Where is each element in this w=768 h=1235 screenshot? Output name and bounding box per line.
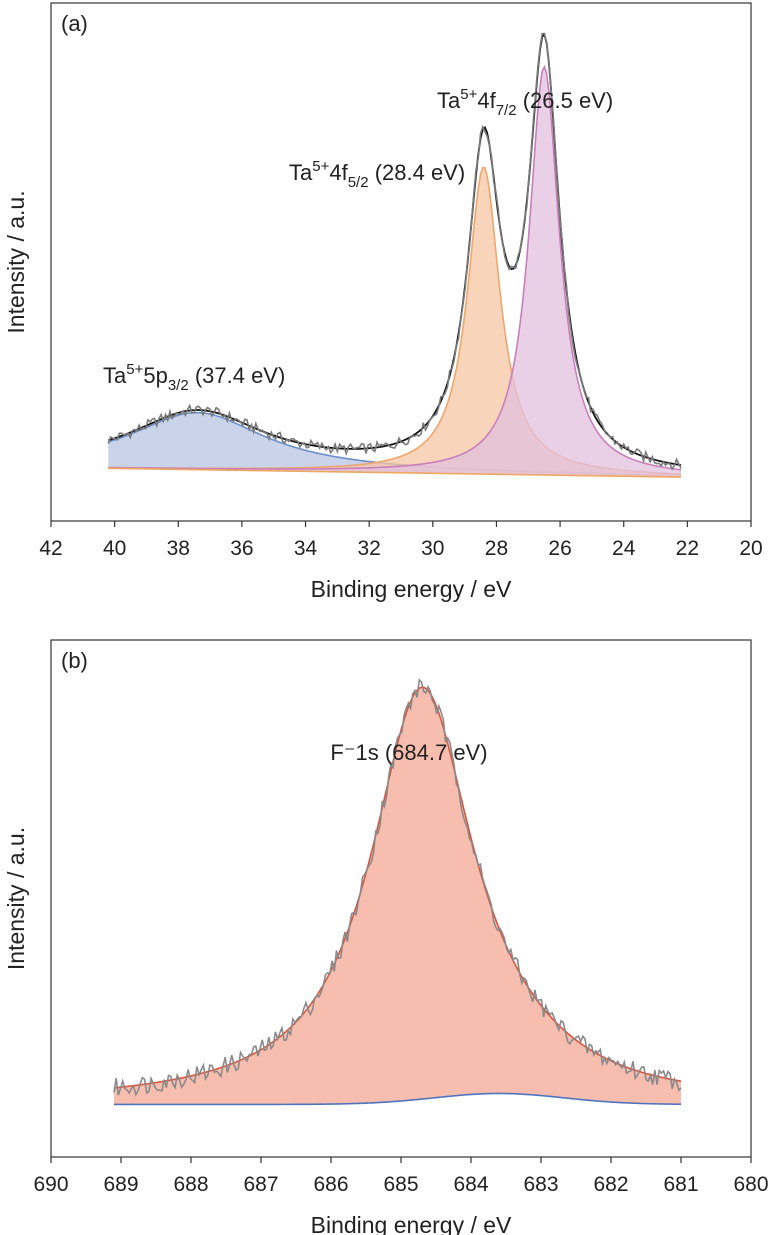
panel-label: (b) [61,648,88,673]
annotation-main: 4f [477,88,496,113]
plot-frame [50,2,752,522]
x-tick-label: 30 [421,537,444,560]
panel-b: 690 689 688 687 686 685 684 683 682 681 680 Binding… [3,639,768,1235]
raw-spectrum [113,678,682,1097]
x-tick-label: 683 [523,1173,558,1196]
x-tick-label: 686 [313,1173,348,1196]
annotation-main: 4f [329,160,348,185]
x-tick-label: 28 [485,537,508,560]
x-tick-label: 36 [230,537,253,560]
x-tick-label: 26 [548,537,571,560]
y-axis-label: Intensity / a.u. [3,827,29,970]
peak-annotation: Ta5+5p3/2 (37.4 eV) [103,361,285,394]
x-axis-label: Binding energy / eV [311,576,512,602]
y-axis-label: Intensity / a.u. [3,190,29,333]
annotation-sub: 7/2 [496,102,517,119]
x-tick-label: 685 [383,1173,418,1196]
x-tick-label: 40 [103,537,126,560]
x-tick-label: 34 [294,537,318,560]
x-tick-label: 680 [733,1173,768,1196]
x-tick-label: 24 [612,537,636,560]
annotation-sup: 5+ [312,158,329,175]
peak-annotation: F⁻1s (684.7 eV) [330,740,487,765]
annotation-sup: 5+ [126,361,143,378]
panel-label: (a) [61,11,88,36]
x-tick-label: 20 [739,537,762,560]
x-tick-label: 22 [676,537,699,560]
x-tick-label: 682 [593,1173,628,1196]
x-tick-label: 42 [39,537,62,560]
x-tick-label: 681 [663,1173,698,1196]
peak-fill-0 [114,687,681,1105]
annotation-base: Ta [437,88,461,113]
x-axis-label: Binding energy / eV [311,1212,512,1235]
peak-annotation: Ta5+4f7/2 (26.5 eV) [437,86,613,119]
annotation-base: Ta [103,363,127,388]
raw-spectrum [107,32,682,471]
x-tick-label: 689 [103,1173,138,1196]
peak-curve-2 [108,64,682,471]
x-tick-label: 32 [358,537,381,560]
annotation-main: 5p [143,363,167,388]
annotation-sub: 5/2 [348,174,369,191]
x-tick-label: 688 [173,1173,208,1196]
x-tick-label: 684 [453,1173,488,1196]
x-tick-label: 38 [167,537,190,560]
panel-a: 42 40 38 36 34 32 30 28 26 24 22 20 Binding energy /… [3,2,763,602]
peak-fill-0 [108,412,682,478]
annotation-tail: (26.5 eV) [517,88,614,113]
annotation-sup: 5+ [460,86,477,103]
x-tick-label: 687 [243,1173,278,1196]
background-line [108,467,682,478]
annotation-tail: (37.4 eV) [189,363,286,388]
annotation-tail: (28.4 eV) [369,160,466,185]
peak-fill-2 [108,66,682,478]
annotation-base: Ta [289,160,313,185]
x-tick-label: 690 [33,1173,68,1196]
peak-annotation: Ta5+4f5/2 (28.4 eV) [289,158,465,191]
background-line [114,1092,682,1106]
annotation-sub: 3/2 [168,377,189,394]
